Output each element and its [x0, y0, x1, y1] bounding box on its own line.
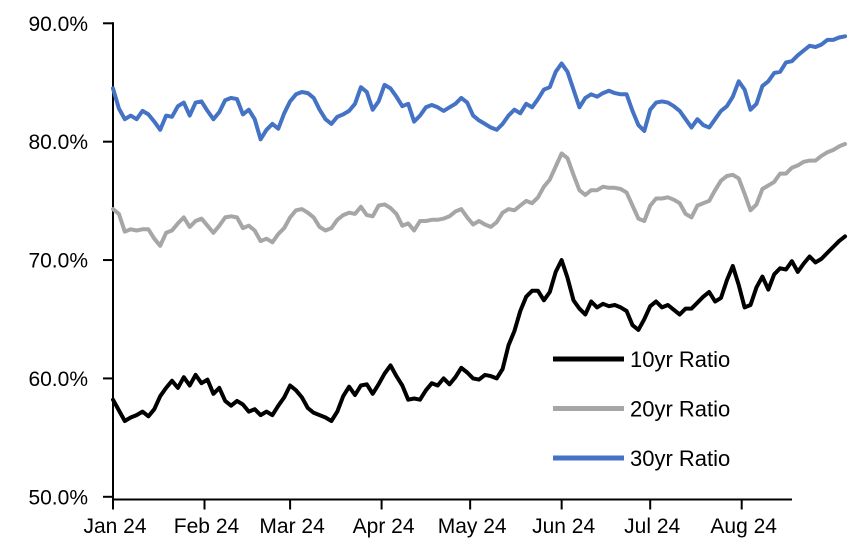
- legend: 10yr Ratio 20yr Ratio 30yr Ratio: [553, 347, 730, 471]
- x-tick-label: Jun 24: [532, 515, 595, 538]
- y-tick-label: 50.0%: [28, 486, 88, 509]
- x-tick-label: May 24: [438, 515, 507, 538]
- y-tick-label: 80.0%: [28, 131, 88, 154]
- y-tick-label: 90.0%: [28, 13, 88, 36]
- x-tick-label: Jul 24: [624, 515, 680, 538]
- x-tick-label: Feb 24: [174, 515, 240, 538]
- axes-layer: 90.0% 80.0% 70.0% 60.0% 50.0% Jan 24 Feb 24 Mar…: [28, 13, 792, 538]
- x-tick-label: Mar 24: [259, 515, 325, 538]
- x-tick-label: Jan 24: [83, 515, 146, 538]
- legend-label-30yr-ratio: 30yr Ratio: [630, 446, 730, 471]
- y-tick-label: 60.0%: [28, 368, 88, 391]
- series-line-10yr-ratio: [111, 234, 847, 423]
- legend-label-10yr-ratio: 10yr Ratio: [630, 347, 730, 372]
- series-line-30yr-ratio: [111, 34, 847, 142]
- y-tick-label: 70.0%: [28, 250, 88, 273]
- x-tick-label: Apr 24: [353, 515, 415, 538]
- x-tick-label: Aug 24: [710, 515, 777, 538]
- legend-label-20yr-ratio: 20yr Ratio: [630, 397, 730, 422]
- series-line-20yr-ratio: [111, 142, 847, 248]
- series-layer: [111, 34, 847, 423]
